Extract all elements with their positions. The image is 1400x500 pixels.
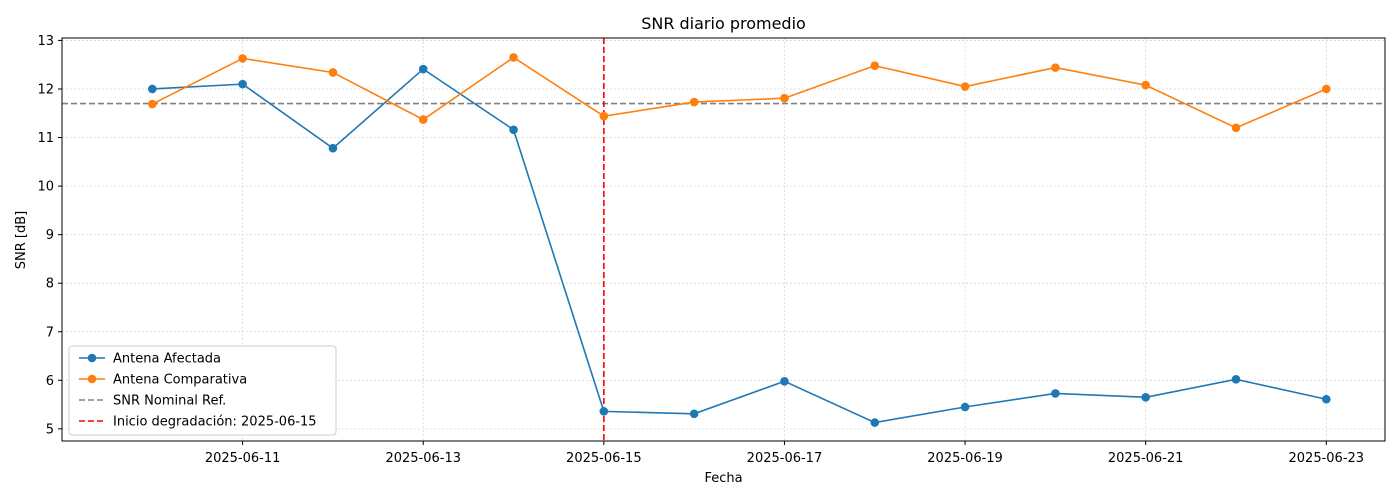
series-layer	[148, 53, 1331, 427]
data-point	[689, 97, 699, 107]
data-point	[238, 79, 247, 89]
data-point	[1141, 393, 1150, 402]
data-point	[328, 143, 338, 153]
data-point	[328, 68, 338, 77]
series-1	[148, 64, 1331, 427]
data-point	[870, 418, 880, 427]
data-point	[418, 64, 428, 74]
data-point	[599, 407, 609, 416]
x-tick-label: 2025-06-23	[1289, 451, 1365, 466]
legend-marker-swatch	[87, 353, 97, 363]
data-point	[689, 409, 699, 419]
series-2	[148, 53, 1331, 133]
legend-entry: Antena Comparativa	[79, 373, 247, 388]
data-point	[960, 402, 970, 412]
y-tick-label: 9	[46, 228, 54, 243]
x-tick-label: 2025-06-19	[927, 451, 1003, 466]
data-point	[599, 111, 609, 121]
series-line	[152, 68, 1327, 424]
y-tick-label: 5	[46, 422, 54, 437]
data-point	[1051, 389, 1060, 398]
legend-entry: SNR Nominal Ref.	[79, 394, 226, 409]
data-point	[238, 54, 247, 63]
series-line	[151, 56, 1327, 129]
y-axis-title: SNR [dB]	[14, 211, 29, 269]
x-tick-label: 2025-06-15	[566, 451, 642, 466]
legend-label: Inicio degradación: 2025-06-15	[113, 415, 317, 430]
grid-layer	[62, 38, 1385, 441]
data-point	[1231, 123, 1241, 133]
y-tick-label: 8	[46, 277, 54, 292]
data-point	[1322, 84, 1331, 94]
data-point	[1051, 63, 1060, 72]
data-point	[509, 125, 518, 135]
y-tick-label: 7	[46, 325, 54, 340]
data-point	[1322, 394, 1331, 404]
y-tick-label: 12	[37, 82, 54, 97]
legend-label: SNR Nominal Ref.	[113, 394, 226, 409]
data-point	[960, 82, 970, 91]
x-axis-title: Fecha	[704, 471, 742, 486]
legend-box	[68, 345, 337, 436]
data-point	[1231, 375, 1241, 384]
legend-marker-swatch	[87, 374, 97, 384]
data-point	[509, 53, 518, 62]
legend-label: Antena Afectada	[113, 352, 221, 367]
x-tick-label: 2025-06-17	[747, 451, 823, 466]
data-point	[1141, 80, 1150, 90]
plot-frame	[61, 37, 1386, 442]
legend-entry: Antena Afectada	[79, 352, 221, 367]
y-tick-label: 13	[37, 34, 54, 49]
reference-lines	[62, 38, 1385, 441]
data-point	[870, 61, 880, 70]
data-point	[148, 84, 157, 94]
legend-entry: Inicio degradación: 2025-06-15	[79, 415, 317, 430]
x-tick-label: 2025-06-13	[385, 451, 461, 466]
tick-layer: 5 6 7 8 9 10 11 12 13 2025-06-11 2025-06-13 2025-06…	[37, 34, 1364, 466]
x-tick-label: 2025-06-21	[1108, 451, 1184, 466]
y-tick-label: 11	[37, 131, 54, 146]
y-tick-label: 6	[46, 374, 54, 389]
data-point	[780, 376, 789, 386]
x-tick-label: 2025-06-11	[205, 451, 281, 466]
data-point	[418, 115, 428, 124]
data-point	[148, 99, 157, 109]
chart-title: SNR diario promedio	[641, 14, 806, 33]
legend: Antena Afectada Antena Comparativa SNR Nom…	[68, 345, 337, 436]
y-tick-label: 10	[37, 180, 54, 195]
legend-label: Antena Comparativa	[113, 373, 247, 388]
data-point	[780, 93, 789, 103]
